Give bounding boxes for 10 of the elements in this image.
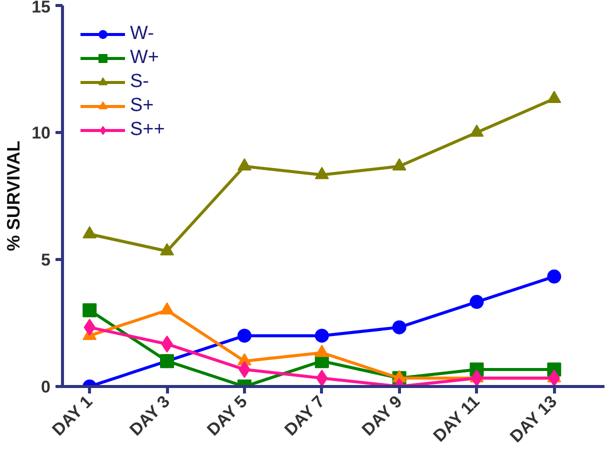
y-tick-label: 15 [32, 0, 51, 16]
y-tick-label: 10 [32, 124, 51, 142]
y-tick-label: 5 [41, 250, 51, 270]
legend-label: S- [130, 71, 150, 93]
legend-label: S++ [130, 119, 165, 141]
y-axis-title: % SURVIVAL [4, 140, 24, 252]
legend-label: S+ [130, 95, 154, 117]
legend-label: W+ [130, 47, 160, 69]
legend-label: W- [130, 23, 154, 45]
y-tick-label: 0 [41, 378, 51, 396]
